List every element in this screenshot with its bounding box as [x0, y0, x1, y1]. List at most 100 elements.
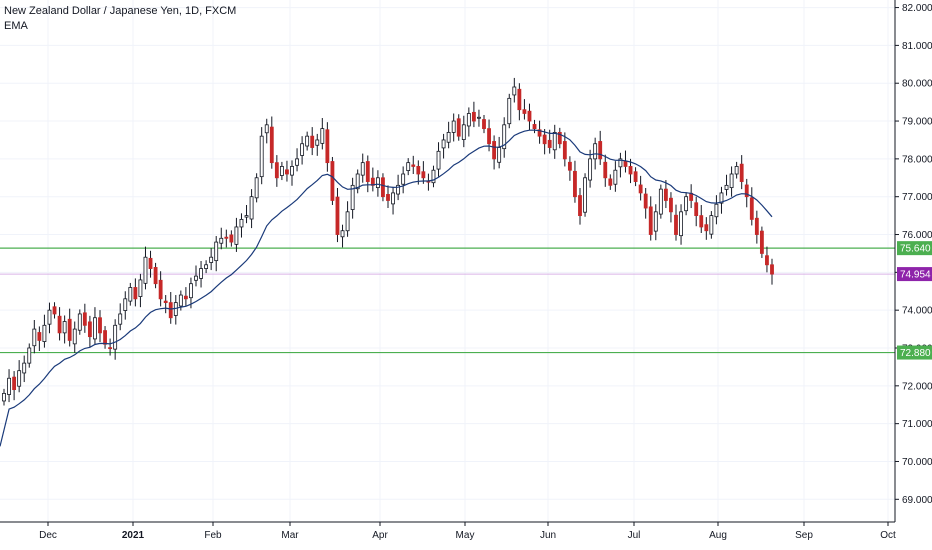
y-tick-label: 69.000	[902, 495, 932, 506]
candle-up	[593, 143, 598, 160]
candle-up	[143, 256, 148, 284]
candle-up	[714, 203, 719, 218]
last-price-label: 74.954	[900, 270, 931, 281]
y-tick-label: 72.000	[902, 381, 932, 392]
candle-up	[264, 124, 269, 134]
candle-down	[699, 215, 704, 228]
candle-down	[365, 161, 370, 182]
candle-up	[214, 241, 219, 262]
candle-up	[300, 143, 305, 156]
candle-down	[148, 257, 153, 269]
candle-down	[108, 347, 113, 350]
candle-up	[7, 377, 11, 395]
candle-down	[663, 188, 668, 201]
y-tick-label: 82.000	[902, 3, 932, 14]
candle-up	[32, 328, 37, 347]
candle-up	[477, 116, 481, 119]
candle-up	[401, 173, 406, 185]
candle-up	[62, 321, 67, 334]
candle-down	[532, 124, 537, 130]
candle-up	[93, 317, 97, 340]
candle-up	[734, 166, 739, 175]
candle-up	[254, 177, 259, 199]
candle-up	[583, 177, 587, 213]
candle-up	[507, 97, 512, 125]
horizontal-levels[interactable]	[0, 247, 895, 354]
candle-down	[517, 88, 522, 111]
candle-down	[578, 195, 582, 217]
candle-down	[229, 234, 234, 243]
candle-down	[37, 332, 42, 341]
candle-up	[406, 162, 411, 171]
candle-down	[416, 166, 421, 175]
candle-up	[295, 158, 299, 166]
candles	[2, 77, 774, 406]
candle-up	[396, 184, 401, 195]
candle-up	[355, 173, 360, 190]
indicator-label[interactable]: EMA	[4, 20, 28, 32]
candle-up	[618, 158, 623, 168]
candle-down	[274, 162, 279, 179]
candle-down	[770, 264, 774, 275]
candle-up	[446, 131, 451, 143]
candle-down	[269, 126, 274, 164]
candle-down	[527, 110, 532, 122]
y-tick-label: 76.000	[902, 230, 932, 241]
candle-down	[12, 376, 17, 391]
candle-down	[335, 196, 340, 235]
candle-down	[638, 184, 643, 194]
candle-up	[684, 196, 689, 212]
candle-down	[82, 312, 87, 326]
candle-down	[57, 315, 62, 334]
candle-up	[502, 124, 507, 150]
candle-up	[77, 313, 82, 331]
candle-up	[209, 256, 214, 263]
candle-up	[178, 294, 183, 307]
candle-up	[279, 166, 284, 176]
candle-up	[719, 192, 724, 204]
candle-up	[234, 226, 239, 245]
candle-up	[345, 211, 350, 232]
candle-up	[47, 309, 52, 325]
candle-down	[623, 160, 628, 167]
candle-up	[118, 313, 123, 325]
ema-layer	[0, 129, 773, 447]
candle-up	[658, 188, 663, 215]
candle-down	[456, 118, 461, 137]
candle-down	[547, 139, 552, 148]
candle-down	[67, 318, 72, 341]
candle-up	[290, 166, 294, 176]
candle-down	[52, 306, 57, 315]
candle-up	[391, 192, 395, 205]
x-tick-label: Apr	[372, 530, 388, 541]
candle-down	[603, 161, 608, 179]
candle-up	[113, 324, 118, 350]
candle-up	[441, 139, 446, 149]
x-tick-label: Jul	[628, 530, 641, 541]
candle-down	[471, 111, 476, 122]
y-tick-label: 79.000	[902, 117, 932, 128]
level-price-label: 75.640	[900, 244, 931, 255]
candle-down	[421, 171, 426, 179]
symbol-title[interactable]: New Zealand Dollar / Japanese Yen, 1D, F…	[4, 5, 237, 17]
candle-up	[375, 177, 380, 189]
candle-down	[153, 267, 158, 285]
candle-down	[628, 166, 633, 175]
candle-up	[724, 184, 729, 190]
x-tick-label: Jun	[540, 530, 556, 541]
candle-up	[2, 392, 6, 402]
candle-down	[487, 128, 491, 145]
price-tags: 75.640 72.880 74.954	[897, 241, 932, 360]
candle-up	[729, 173, 734, 189]
y-tick-label: 74.000	[902, 306, 932, 317]
candle-down	[183, 295, 188, 300]
candle-down	[163, 300, 168, 304]
candle-up	[709, 215, 714, 235]
candle-up	[320, 128, 325, 144]
candle-down	[158, 279, 163, 300]
candle-down	[537, 129, 542, 137]
y-tick-label: 71.000	[902, 419, 932, 430]
